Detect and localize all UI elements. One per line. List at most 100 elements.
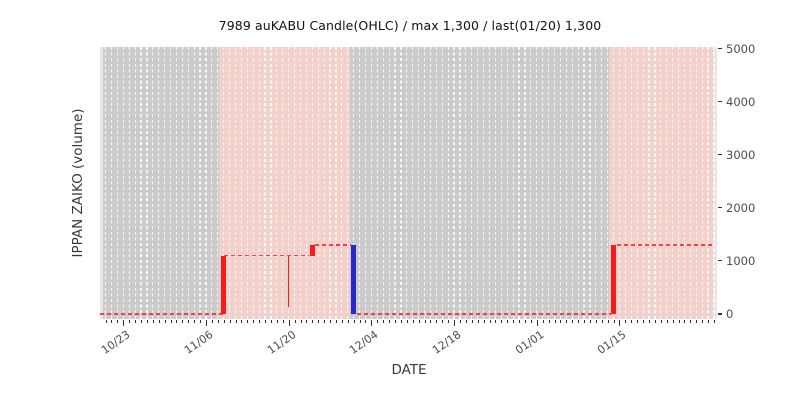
y-tick: [718, 207, 722, 209]
x-minor-tick: [188, 319, 190, 323]
day-gridline: [630, 47, 632, 319]
day-gridline: [418, 47, 420, 319]
day-gridline: [394, 47, 396, 319]
x-minor-tick: [400, 319, 402, 323]
x-minor-tick: [649, 319, 651, 323]
x-minor-tick: [365, 319, 367, 323]
x-tick-label: 11/20: [264, 328, 299, 357]
x-major-tick: [536, 319, 538, 326]
day-gridline: [465, 47, 467, 319]
step-line-segment: [223, 254, 310, 257]
x-major-tick: [205, 319, 207, 326]
day-gridline: [388, 47, 390, 319]
day-gridline: [146, 47, 148, 319]
day-gridline: [252, 47, 254, 319]
x-minor-tick: [276, 319, 278, 323]
plot-area: [100, 47, 717, 319]
x-minor-tick: [483, 319, 485, 323]
day-gridline: [181, 47, 183, 319]
candle-wick: [287, 255, 290, 308]
day-gridline: [358, 47, 361, 319]
day-gridline: [642, 47, 644, 319]
y-tick-label: 5000: [726, 41, 756, 56]
x-minor-tick: [241, 319, 243, 323]
x-minor-tick: [566, 319, 568, 323]
day-gridline: [677, 47, 680, 319]
day-gridline: [116, 47, 118, 319]
day-gridline: [648, 47, 650, 319]
day-gridline: [258, 47, 260, 319]
day-gridline: [441, 47, 443, 319]
x-minor-tick: [235, 319, 237, 323]
x-minor-tick: [117, 319, 119, 323]
day-gridline: [329, 47, 331, 319]
x-minor-tick: [459, 319, 461, 323]
day-gridline: [282, 47, 284, 319]
x-minor-tick: [111, 319, 113, 323]
x-minor-tick: [666, 319, 668, 323]
candle-down: [350, 244, 357, 314]
day-gridline: [169, 47, 172, 319]
day-gridline: [305, 47, 307, 319]
x-minor-tick: [270, 319, 272, 323]
day-gridline: [240, 47, 243, 319]
day-gridline: [311, 47, 313, 319]
x-minor-tick: [247, 319, 249, 323]
day-gridline: [618, 47, 621, 319]
x-tick-label: 11/06: [182, 328, 216, 357]
candle-up: [309, 244, 316, 256]
day-gridline: [400, 47, 402, 319]
x-minor-tick: [578, 319, 580, 323]
x-minor-tick: [424, 319, 426, 323]
x-minor-tick: [672, 319, 674, 323]
x-minor-tick: [654, 319, 656, 323]
x-minor-tick: [696, 319, 698, 323]
day-gridline: [205, 47, 207, 319]
x-minor-tick: [519, 319, 521, 323]
day-gridline: [199, 47, 201, 319]
x-minor-tick: [495, 319, 497, 323]
day-gridline: [524, 47, 526, 319]
day-gridline: [506, 47, 508, 319]
step-line-segment: [357, 313, 611, 315]
day-gridline: [689, 47, 691, 319]
day-gridline: [364, 47, 367, 319]
y-tick-label: 1000: [726, 253, 756, 268]
x-axis-label: DATE: [391, 362, 427, 378]
day-gridline: [607, 47, 609, 319]
x-minor-tick: [418, 319, 420, 323]
y-tick-label: 2000: [726, 200, 756, 215]
x-minor-tick: [560, 319, 562, 323]
day-gridline: [294, 47, 296, 319]
day-gridline: [654, 47, 656, 319]
x-minor-tick: [223, 319, 225, 323]
x-minor-tick: [513, 319, 515, 323]
x-minor-tick: [324, 319, 326, 323]
x-minor-tick: [489, 319, 491, 323]
day-gridline: [134, 47, 136, 319]
y-tick-label: 0: [726, 307, 734, 321]
x-minor-tick: [265, 319, 267, 323]
day-gridline: [276, 47, 278, 319]
x-major-tick: [123, 319, 125, 326]
day-gridline: [353, 47, 355, 319]
x-major-tick: [288, 319, 290, 326]
y-tick: [718, 47, 722, 50]
x-minor-tick: [347, 319, 349, 323]
x-major-tick: [454, 319, 456, 326]
x-minor-tick: [601, 319, 603, 323]
step-line-segment: [100, 313, 224, 315]
day-gridline: [104, 47, 107, 319]
x-minor-tick: [306, 319, 308, 323]
x-minor-tick: [217, 319, 219, 323]
day-gridline: [477, 47, 479, 319]
x-minor-tick: [389, 319, 391, 323]
x-minor-tick: [572, 319, 574, 323]
day-gridline: [246, 47, 248, 319]
day-gridline: [211, 47, 213, 319]
day-gridline: [370, 47, 372, 319]
day-gridline: [412, 47, 414, 319]
x-minor-tick: [530, 319, 532, 323]
day-gridline: [335, 47, 337, 319]
day-gridline: [459, 47, 461, 319]
